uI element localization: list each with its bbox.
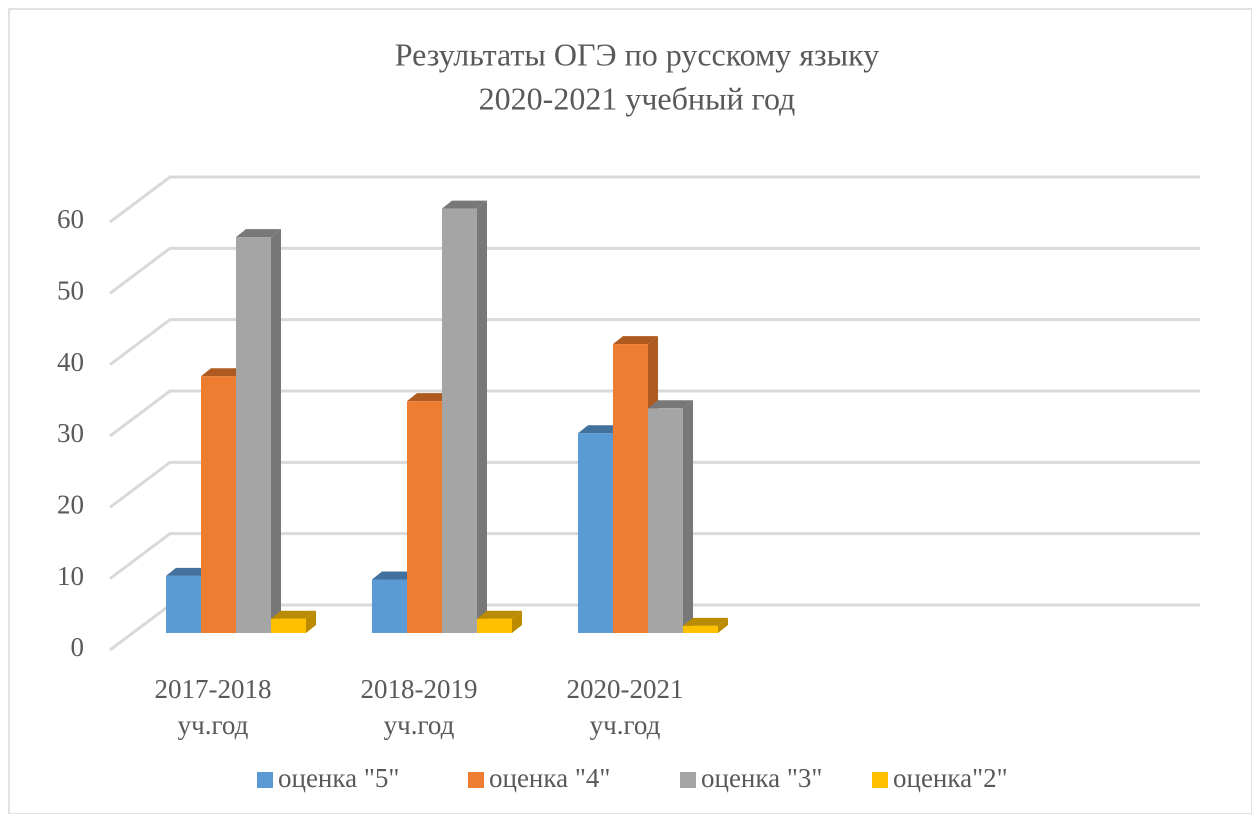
grid-line — [109, 246, 1200, 295]
bar — [236, 229, 281, 633]
bar-front — [648, 408, 683, 633]
bar-top — [271, 610, 316, 619]
y-tick-label: 0 — [71, 632, 85, 662]
bar-side — [306, 610, 316, 633]
x-tick-label: 2020-2021 уч.год — [567, 674, 684, 740]
bar-top — [613, 336, 658, 345]
legend-swatch — [257, 772, 273, 788]
bar-top — [578, 425, 623, 434]
bar-front — [442, 208, 477, 634]
legend-label: оценка "3" — [701, 763, 822, 793]
bar-side — [718, 617, 728, 633]
y-tick-label: 50 — [57, 276, 84, 306]
bar — [683, 617, 728, 633]
y-tick-label: 20 — [57, 490, 84, 520]
legend-swatch — [468, 772, 484, 788]
bar-front — [372, 579, 407, 633]
y-tick-label: 40 — [57, 347, 84, 377]
bar — [271, 610, 316, 633]
y-tick-label: 30 — [57, 418, 84, 448]
chart-title: Результаты ОГЭ по русскому языку — [395, 36, 879, 72]
legend-label: оценка "5" — [278, 763, 399, 793]
bar-front — [201, 376, 236, 633]
bar-top — [683, 617, 728, 626]
bar-side — [683, 400, 693, 633]
grid-line — [109, 389, 1200, 438]
grid-line — [109, 318, 1200, 366]
bar-front — [477, 618, 512, 633]
grid-line — [109, 175, 1200, 224]
bar-top — [407, 393, 452, 402]
bar — [477, 610, 522, 633]
legend-label: оценка"2" — [893, 763, 1008, 793]
bar-front — [407, 401, 442, 633]
bar-side — [512, 610, 522, 633]
bar-side — [271, 229, 281, 633]
bar-front — [683, 625, 718, 633]
legend-swatch — [680, 772, 696, 788]
bar-top — [201, 368, 246, 377]
bar-top — [648, 400, 693, 409]
bar-top — [477, 610, 522, 619]
y-tick-label: 10 — [57, 561, 84, 591]
grid-line — [109, 460, 1200, 509]
x-tick-label: 2018-2019 уч.год — [361, 674, 478, 740]
bar-top — [166, 567, 211, 576]
bar-front — [271, 618, 306, 633]
bar-side — [477, 200, 487, 634]
bar — [442, 200, 487, 634]
x-tick-label: 2017-2018 уч.год — [155, 674, 272, 740]
bar-top — [236, 229, 281, 238]
y-tick-label: 60 — [57, 204, 84, 234]
bar-top — [372, 571, 417, 580]
bar-front — [236, 237, 271, 633]
bar-top — [442, 200, 487, 209]
bar-front — [578, 433, 613, 633]
bar-front — [166, 575, 201, 633]
grid-line — [109, 532, 1200, 580]
bar — [648, 400, 693, 633]
bar-front — [613, 344, 648, 633]
legend-label: оценка "4" — [489, 763, 610, 793]
chart-subtitle: 2020-2021 учебный год — [479, 80, 796, 116]
legend-swatch — [872, 772, 888, 788]
